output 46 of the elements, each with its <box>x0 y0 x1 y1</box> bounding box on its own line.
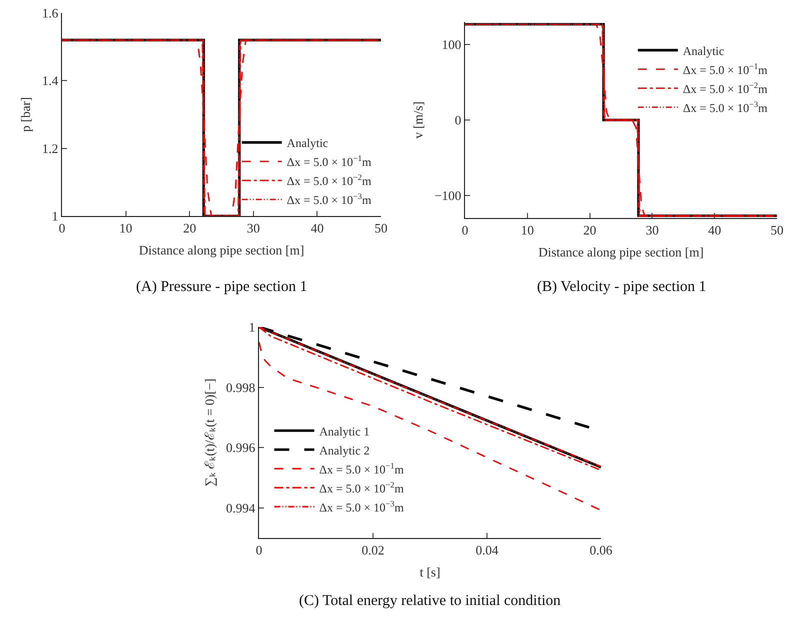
x-axis-title: Distance along pipe section [m] <box>138 242 304 258</box>
x-tick-label: 30 <box>646 222 659 238</box>
y-axis-title: v [m/s] <box>410 101 426 139</box>
x-tick-label: 40 <box>708 222 722 238</box>
y-tick-label: 1.2 <box>42 140 58 156</box>
x-tick-label: 10 <box>520 222 534 238</box>
legend-label: Analytic 1 <box>319 424 370 438</box>
x-axis-title: Distance along pipe section [m] <box>538 244 704 260</box>
x-tick-label: 0.04 <box>476 542 499 558</box>
x-tick-label: 40 <box>310 220 324 236</box>
legend-label: Δx = 5.0 × 10$^{−3}$m <box>286 192 372 208</box>
x-axis-title: t [s] <box>420 564 440 580</box>
y-tick-label: 0.998 <box>226 380 256 395</box>
text: (C) Total energy relative to initial condition <box>299 593 562 609</box>
y-axis-title: ∑ₖ ℰₖ(t)/ℰₖ(t = 0)[−] <box>202 378 217 486</box>
x-tick-label: 50 <box>770 222 784 238</box>
legend-label: Analytic 2 <box>319 443 370 458</box>
x-tick-label: 10 <box>119 220 132 236</box>
legend-label: Analytic <box>682 44 724 58</box>
legend-label: Δx = 5.0 × 10$^{−1}$m <box>286 154 372 170</box>
y-tick-label: 0.996 <box>226 440 256 456</box>
y-tick-label: 0 <box>454 112 462 128</box>
y-tick-label: −100 <box>434 188 462 203</box>
legend-label: Δx = 5.0 × 10$^{−1}$m <box>319 461 404 476</box>
x-tick-label: 0.06 <box>590 542 613 558</box>
x-tick-label: 20 <box>183 220 196 236</box>
y-tick-label: 1.6 <box>42 6 59 21</box>
y-tick-label: 0.994 <box>226 500 256 516</box>
legend-label: Δx = 5.0 × 10$^{−3}$m <box>319 499 404 514</box>
y-tick-label: 1 <box>52 208 58 224</box>
legend-label: Δx = 5.0 × 10$^{−2}$m <box>682 80 768 96</box>
legend-label: Δx = 5.0 × 10$^{−2}$m <box>319 480 404 496</box>
legend-label: Δx = 5.0 × 10$^{−2}$m <box>286 173 372 188</box>
x-tick-label: 30 <box>246 220 260 236</box>
legend-label: Analytic <box>286 136 328 150</box>
y-tick-label: 100 <box>442 37 462 52</box>
y-axis-title: p [bar] <box>18 96 33 132</box>
x-tick-label: 0.02 <box>362 542 384 558</box>
x-tick-label: 50 <box>374 220 388 236</box>
x-tick-label: 20 <box>583 222 596 238</box>
legend-label: Δx = 5.0 × 10$^{−1}$m <box>682 62 768 77</box>
y-tick-label: 1.4 <box>42 73 59 88</box>
text: (A) Pressure - pipe section 1 <box>136 279 308 295</box>
y-tick-label: 1 <box>248 320 256 335</box>
text: (B) Velocity - pipe section 1 <box>537 279 706 295</box>
legend-label: Δx = 5.0 × 10$^{−3}$m <box>682 100 768 115</box>
